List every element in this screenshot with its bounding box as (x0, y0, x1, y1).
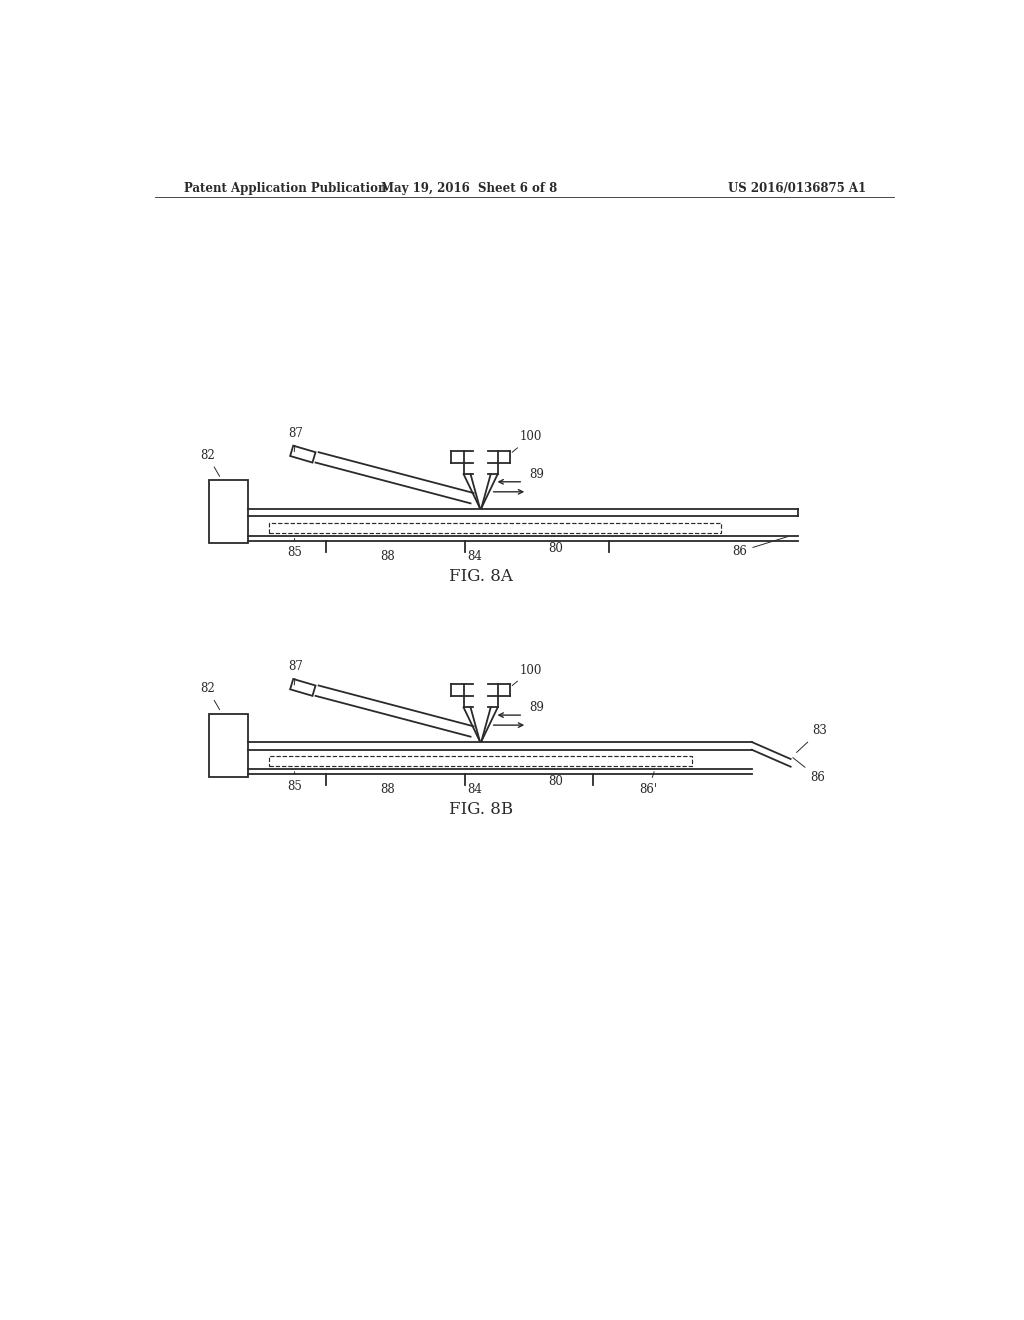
Text: 84: 84 (467, 783, 482, 796)
Bar (209, 714, 248, 776)
Text: 100: 100 (512, 430, 542, 453)
Bar (269, 523, 721, 533)
Bar (209, 480, 248, 544)
Text: 86: 86 (793, 758, 825, 784)
Text: 80: 80 (548, 536, 563, 554)
Bar (269, 756, 692, 766)
Text: 89: 89 (529, 469, 545, 480)
Text: 85: 85 (287, 772, 302, 793)
Text: 88: 88 (380, 549, 394, 562)
Text: 82: 82 (200, 449, 219, 477)
Text: 87: 87 (289, 660, 303, 685)
Text: Patent Application Publication: Patent Application Publication (183, 182, 386, 194)
Text: May 19, 2016  Sheet 6 of 8: May 19, 2016 Sheet 6 of 8 (381, 182, 557, 194)
Polygon shape (290, 678, 315, 696)
Text: 80: 80 (548, 770, 563, 788)
Text: 88: 88 (380, 783, 394, 796)
Text: FIG. 8A: FIG. 8A (449, 568, 513, 585)
Text: 89: 89 (529, 701, 545, 714)
Text: 100: 100 (512, 664, 542, 685)
Text: 86: 86 (732, 536, 788, 558)
Text: FIG. 8B: FIG. 8B (449, 801, 513, 818)
Text: 86': 86' (640, 772, 657, 796)
Text: 84: 84 (467, 549, 482, 562)
Polygon shape (290, 446, 315, 462)
Text: 85: 85 (287, 539, 302, 560)
Text: 87: 87 (289, 426, 303, 451)
Text: 83: 83 (797, 725, 827, 752)
Text: US 2016/0136875 A1: US 2016/0136875 A1 (728, 182, 866, 194)
Text: 82: 82 (200, 682, 219, 710)
